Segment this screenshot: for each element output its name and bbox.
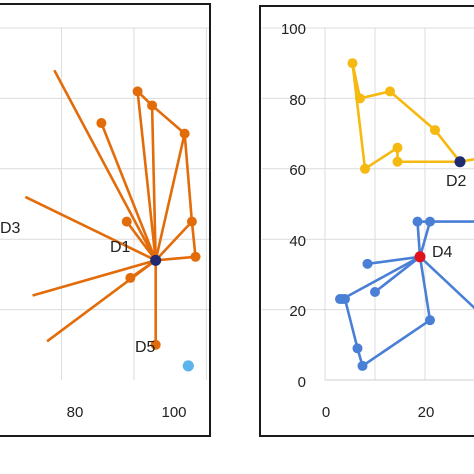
right-series-2-point-1 — [425, 216, 435, 227]
left-series-0-point-2 — [147, 100, 158, 111]
right-series-0-path — [351, 61, 462, 171]
left-series-1-spoke-2 — [32, 259, 157, 297]
right-series-2-point-0 — [412, 216, 423, 227]
label-d2: D2 — [446, 173, 467, 190]
left-chart-panel: D1 D3 D5 80 100 — [0, 3, 211, 437]
left-series-0-edge-3 — [190, 221, 197, 257]
right-series-2-point-2 — [362, 258, 373, 269]
right-x-tick-0: 0 — [322, 404, 330, 421]
right-marker-1 — [414, 251, 426, 263]
right-series-0-point-1 — [355, 93, 365, 104]
left-data-points — [96, 86, 201, 372]
right-series-0-point-3 — [430, 125, 440, 136]
right-y-tick-0: 0 — [298, 374, 306, 391]
right-series-0-point-7 — [360, 163, 370, 174]
left-series-0-spoke-2 — [150, 105, 157, 261]
right-series-3-point-2 — [357, 360, 368, 371]
left-series-0-spoke-3 — [154, 133, 186, 261]
left-x-tick-80: 80 — [67, 404, 84, 421]
right-series-3-point-3 — [352, 343, 363, 354]
left-series-0-point-7 — [125, 272, 136, 283]
left-series-0-point-1 — [132, 86, 143, 97]
left-series-0-edge-1 — [151, 104, 186, 135]
left-marker-1 — [182, 360, 194, 372]
left-point-labels: D1 D3 D5 — [0, 220, 156, 356]
right-series-2-spoke-0 — [416, 221, 422, 257]
left-x-tick-100: 100 — [161, 404, 186, 421]
left-series-0-point-6 — [121, 216, 132, 227]
right-y-tick-100: 100 — [281, 21, 306, 38]
label-d5: D5 — [135, 339, 156, 356]
right-connector-lines — [340, 61, 474, 368]
label-d3: D3 — [0, 220, 21, 237]
right-marker-0 — [454, 156, 466, 168]
right-series-2-spoke-2 — [367, 255, 421, 266]
left-series-0-point-5 — [190, 251, 201, 262]
right-series-2-spoke-3 — [374, 255, 421, 294]
left-connector-lines — [24, 69, 197, 345]
label-d4: D4 — [432, 244, 453, 261]
right-gridlines — [262, 27, 474, 381]
left-series-0-spoke-1 — [136, 91, 157, 261]
left-series-1-spoke-0 — [53, 69, 157, 261]
right-series-0-point-5 — [392, 156, 403, 167]
right-data-points — [335, 58, 466, 371]
left-series-0-spoke-0 — [100, 122, 157, 261]
left-series-0-point-4 — [186, 216, 197, 227]
left-axis-ticks: 80 100 — [67, 404, 187, 421]
right-y-tick-40: 40 — [289, 233, 306, 250]
left-series-0-point-8 — [150, 339, 161, 350]
right-series-0-point-6 — [392, 142, 403, 153]
right-series-0-point-0 — [347, 58, 358, 69]
right-y-tick-80: 80 — [289, 92, 306, 109]
left-series-1-spoke-1 — [24, 195, 157, 262]
left-marker-0 — [150, 254, 162, 266]
left-gridlines — [0, 27, 210, 380]
right-series-3-point-1 — [425, 315, 435, 326]
left-series-0-edge-2 — [183, 133, 194, 222]
right-axis-ticks: 100 80 60 40 20 0 0 20 — [281, 21, 434, 421]
label-d1: D1 — [110, 239, 131, 256]
right-series-2-spoke-4 — [341, 255, 421, 301]
left-series-0-spoke-5 — [155, 255, 196, 262]
left-series-0-point-3 — [179, 128, 190, 139]
right-y-tick-60: 60 — [289, 162, 306, 179]
right-series-3-point-5 — [335, 294, 345, 305]
right-x-tick-20: 20 — [418, 404, 435, 421]
left-series-1-spoke-3 — [46, 259, 157, 343]
right-chart-panel: D2 D4 100 80 60 40 20 0 0 20 — [259, 5, 474, 437]
right-series-0-point-2 — [385, 86, 395, 97]
left-series-0-point-0 — [96, 118, 107, 129]
right-panel-border — [259, 5, 474, 437]
right-series-5-line — [419, 255, 474, 310]
right-point-labels: D2 D4 — [432, 173, 467, 261]
right-y-tick-20: 20 — [289, 303, 306, 320]
right-series-2-point-3 — [370, 287, 380, 297]
left-series-0-spoke-4 — [154, 220, 193, 262]
left-panel-border — [0, 3, 211, 437]
right-series-2-spoke-1 — [418, 221, 432, 258]
